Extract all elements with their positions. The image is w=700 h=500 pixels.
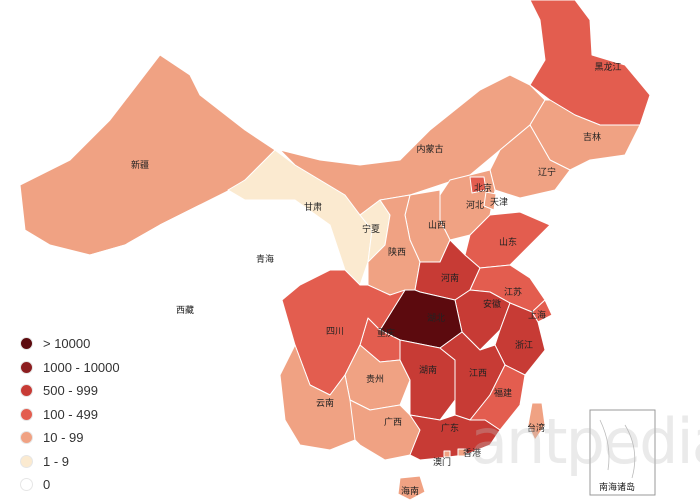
- label-neimenggu: 内蒙古: [416, 143, 443, 155]
- label-jilin: 吉林: [583, 131, 601, 143]
- legend-label: 1 - 9: [43, 453, 70, 469]
- province-jilin[interactable]: [529, 99, 641, 171]
- label-jiangsu: 江苏: [504, 286, 522, 298]
- label-gansu: 甘肃: [304, 201, 322, 213]
- label-guizhou: 贵州: [366, 373, 384, 385]
- label-hunan: 湖南: [419, 364, 437, 376]
- legend-swatch: [20, 384, 33, 398]
- inset-label: 南海诸岛: [599, 481, 635, 493]
- legend-item[interactable]: 0: [20, 473, 120, 497]
- legend-swatch: [20, 478, 33, 492]
- legend-label: 100 - 499: [43, 406, 98, 422]
- legend-swatch: [20, 454, 33, 468]
- label-liaoning: 辽宁: [538, 166, 556, 178]
- label-taiwan: 台湾: [527, 422, 545, 434]
- label-ningxia: 宁夏: [362, 223, 380, 235]
- label-shanxi: 山西: [428, 220, 446, 231]
- label-yunnan: 云南: [316, 397, 334, 409]
- province-macau[interactable]: [443, 450, 451, 458]
- south-china-sea-inset: 南海诸岛: [589, 409, 656, 496]
- label-hainan: 海南: [401, 485, 419, 497]
- label-shanghai: 上海: [528, 309, 546, 321]
- label-qinghai: 青海: [256, 253, 274, 265]
- legend-label: 500 - 999: [43, 383, 98, 399]
- label-fujian: 福建: [494, 387, 512, 399]
- legend-item[interactable]: 10 - 99: [20, 426, 120, 450]
- label-zhejiang: 浙江: [515, 339, 533, 351]
- label-sichuan: 四川: [326, 327, 344, 337]
- label-macau: 澳门: [433, 456, 451, 468]
- label-xinjiang: 新疆: [131, 159, 149, 171]
- label-tianjin: 天津: [490, 197, 508, 208]
- province-hainan[interactable]: [397, 475, 426, 500]
- label-henan: 河南: [441, 272, 459, 284]
- label-shaanxi: 陕西: [388, 246, 406, 258]
- province-beijing[interactable]: [469, 176, 487, 194]
- legend-swatch: [20, 337, 33, 351]
- legend-item[interactable]: 500 - 999: [20, 379, 120, 403]
- label-xizang: 西藏: [176, 304, 194, 316]
- legend-swatch: [20, 360, 33, 374]
- label-heilongjiang: 黑龙江: [594, 61, 621, 73]
- legend-label: 0: [43, 477, 51, 493]
- map-legend: > 10000 1000 - 10000 500 - 999 100 - 499…: [20, 332, 120, 497]
- label-hubei: 湖北: [427, 313, 445, 324]
- label-guangdong: 广东: [441, 422, 459, 434]
- legend-swatch: [20, 431, 33, 445]
- province-tianjin[interactable]: [483, 191, 497, 211]
- label-hongkong: 香港: [463, 447, 481, 459]
- legend-item[interactable]: 1 - 9: [20, 450, 120, 474]
- label-anhui: 安徽: [483, 298, 501, 310]
- legend-label: 1000 - 10000: [43, 359, 120, 375]
- label-beijing: 北京: [474, 182, 492, 194]
- label-shandong: 山东: [499, 236, 517, 248]
- province-hongkong[interactable]: [457, 448, 467, 457]
- label-hebei: 河北: [466, 199, 484, 211]
- legend-item[interactable]: > 10000: [20, 332, 120, 356]
- label-jiangxi: 江西: [469, 368, 487, 379]
- legend-swatch: [20, 407, 33, 421]
- province-taiwan[interactable]: [527, 402, 546, 441]
- legend-item[interactable]: 100 - 499: [20, 403, 120, 427]
- legend-label: 10 - 99: [43, 430, 84, 446]
- province-guangdong[interactable]: [409, 414, 501, 461]
- label-chongqing: 重庆: [377, 327, 395, 339]
- legend-label: > 10000: [43, 336, 91, 352]
- label-guangxi: 广西: [384, 416, 402, 428]
- watermark: antpedia: [470, 405, 700, 478]
- legend-item[interactable]: 1000 - 10000: [20, 356, 120, 380]
